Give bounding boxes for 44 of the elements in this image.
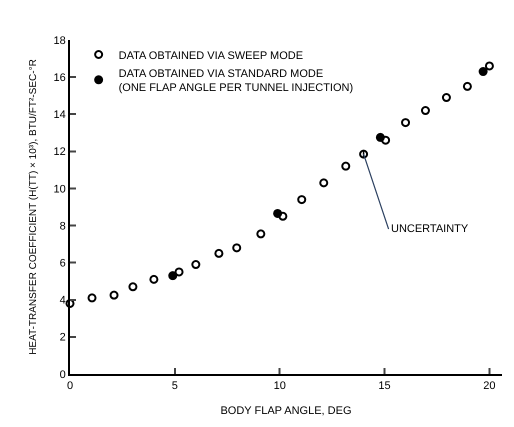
point bbox=[381, 136, 390, 145]
point bbox=[168, 271, 178, 280]
x-tick-label: 5 bbox=[172, 380, 178, 392]
point bbox=[110, 290, 119, 300]
point bbox=[232, 243, 242, 252]
point bbox=[341, 162, 350, 171]
point bbox=[420, 106, 430, 116]
point bbox=[442, 93, 451, 102]
point bbox=[297, 195, 306, 204]
point bbox=[462, 82, 472, 91]
x-tick-label: 20 bbox=[483, 380, 496, 392]
y-tick-label: 12 bbox=[54, 146, 66, 158]
y-tick-label: 14 bbox=[54, 109, 66, 122]
legend-label: DATA OBTAINED VIA STANDARD MODE (ONE FLAP ANGLE PER TUNNEL INJECTION) bbox=[118, 68, 354, 94]
y-tick-label: 16 bbox=[54, 72, 66, 84]
point bbox=[66, 298, 74, 308]
y-tick-label: 10 bbox=[54, 183, 66, 196]
y-tick-label: 2 bbox=[60, 332, 66, 344]
point bbox=[376, 132, 385, 142]
point bbox=[478, 67, 488, 76]
x-tick-label: 15 bbox=[378, 380, 391, 392]
point bbox=[484, 61, 494, 70]
point bbox=[174, 267, 184, 276]
point bbox=[149, 274, 158, 284]
y-tick-label: 6 bbox=[60, 258, 66, 270]
point bbox=[273, 208, 282, 218]
point bbox=[128, 282, 138, 292]
point bbox=[359, 150, 368, 159]
point bbox=[401, 118, 410, 128]
y-tick-label: 8 bbox=[60, 220, 66, 232]
x-axis-title: BODY FLAP ANGLE, DEG bbox=[220, 404, 352, 417]
x-tick-label: 10 bbox=[274, 380, 286, 392]
annotation: UNCERTAINTY bbox=[391, 223, 469, 235]
point bbox=[214, 248, 224, 258]
point bbox=[191, 260, 200, 270]
y-tick-label: 4 bbox=[60, 294, 66, 307]
point bbox=[256, 229, 266, 238]
y-tick-label: 18 bbox=[54, 34, 66, 47]
point bbox=[88, 293, 97, 302]
legend-label: DATA OBTAINED VIA SWEEP MODE bbox=[118, 50, 304, 62]
point bbox=[278, 212, 288, 221]
y-tick-label: 0 bbox=[60, 368, 66, 381]
y-axis-title: HEAT-TRANSFER COEFFICIENT (H(TT) × 10³), BTU/FT²-SEC-°R bbox=[28, 59, 40, 355]
point bbox=[319, 178, 328, 188]
